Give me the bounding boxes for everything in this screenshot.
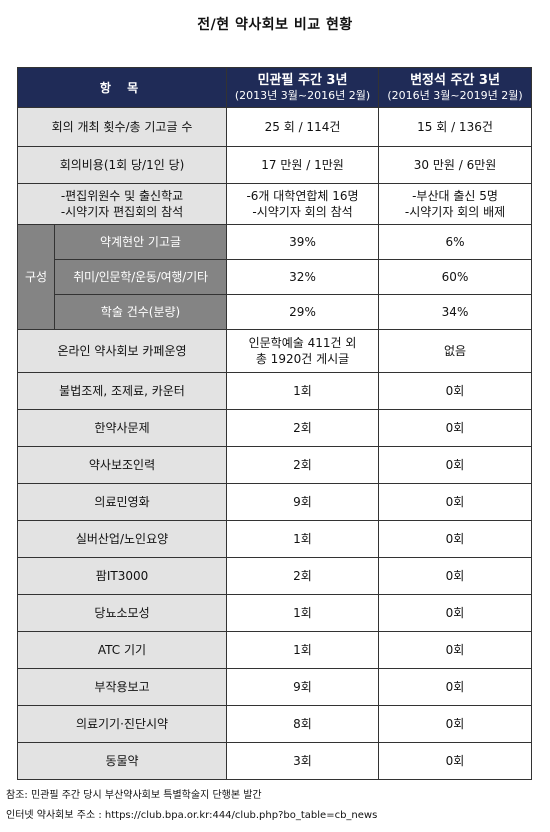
table-row: 실버산업/노인요양 1회 0회	[16, 520, 533, 558]
cell-col2: 0회	[378, 705, 533, 743]
table-row: 온라인 약사회보 카페운영 인문학예술 411건 외 총 1920건 게시글 없…	[16, 329, 533, 373]
row-label: 실버산업/노인요양	[16, 520, 228, 558]
cell-col1: 9회	[226, 483, 380, 521]
table-header-row: 항 목 민관필 주간 3년 (2013년 3월~2016년 2월) 변정석 주간…	[16, 67, 533, 108]
row-label: 당뇨소모성	[16, 594, 228, 632]
comparison-table: 항 목 민관필 주간 3년 (2013년 3월~2016년 2월) 변정석 주간…	[16, 67, 533, 780]
cell-col1: 2회	[226, 446, 380, 484]
cell-col2: 15 회 / 136건	[378, 107, 533, 147]
row-label: 온라인 약사회보 카페운영	[16, 329, 228, 373]
row-label: ATC 기기	[16, 631, 228, 669]
cell-col2: 0회	[378, 409, 533, 447]
cell-col2: 6%	[378, 224, 533, 260]
row-label-line: -시약기자 편집회의 참석	[60, 205, 184, 219]
cell-line: -6개 대학연합체 16명	[246, 189, 359, 203]
row-label: -편집위원수 및 출신학교 -시약기자 편집회의 참석	[16, 183, 228, 225]
table-row: -편집위원수 및 출신학교 -시약기자 편집회의 참석 -6개 대학연합체 16…	[16, 183, 533, 225]
table-row: 학술 건수(분량) 29% 34%	[18, 294, 533, 330]
row-label-line: -편집위원수 및 출신학교	[60, 189, 184, 203]
cell-col1: 1회	[226, 631, 380, 669]
table-row: 부작용보고 9회 0회	[16, 668, 533, 706]
table-row: 구성 약계현안 기고글 39% 6%	[17, 224, 533, 330]
cell-col2: 0회	[378, 483, 533, 521]
cell-col2: 34%	[378, 294, 533, 330]
row-label: 불법조제, 조제료, 카운터	[16, 372, 228, 410]
table-row: 의료민영화 9회 0회	[16, 483, 533, 521]
table-row: 팜IT3000 2회 0회	[16, 557, 533, 595]
table-row: 당뇨소모성 1회 0회	[16, 594, 533, 632]
row-label: 약계현안 기고글	[53, 224, 228, 260]
cell-col1: 9회	[226, 668, 380, 706]
row-label: 회의 개최 횟수/총 기고글 수	[16, 107, 228, 147]
header-col1-period: (2013년 3월~2016년 2월)	[234, 88, 371, 102]
cell-col1: 25 회 / 114건	[226, 107, 380, 147]
row-label: 의료민영화	[16, 483, 228, 521]
header-item: 항 목	[16, 67, 228, 108]
cell-col1: 1회	[226, 594, 380, 632]
cell-col2: 0회	[378, 594, 533, 632]
row-label: 의료기기·진단시약	[16, 705, 228, 743]
table-row: 회의 개최 횟수/총 기고글 수 25 회 / 114건 15 회 / 136건	[16, 107, 533, 147]
cell-col1: -6개 대학연합체 16명 -시약기자 회의 참석	[226, 183, 380, 225]
cell-line: 인문학예술 411건 외	[248, 336, 357, 350]
row-label: 학술 건수(분량)	[53, 294, 228, 330]
table-row: 약사보조인력 2회 0회	[16, 446, 533, 484]
table-row: ATC 기기 1회 0회	[16, 631, 533, 669]
cell-col2: 60%	[378, 259, 533, 295]
table-row: 취미/인문학/운동/여행/기타 32% 60%	[18, 259, 533, 295]
cell-col1: 29%	[226, 294, 380, 330]
row-label: 취미/인문학/운동/여행/기타	[53, 259, 228, 295]
cell-col1: 1회	[226, 520, 380, 558]
row-label: 동물약	[16, 742, 228, 780]
cell-col1: 1회	[226, 372, 380, 410]
cell-col1: 32%	[226, 259, 380, 295]
cell-col1: 인문학예술 411건 외 총 1920건 게시글	[226, 329, 380, 373]
cell-col2: 0회	[378, 668, 533, 706]
table-row: 불법조제, 조제료, 카운터 1회 0회	[16, 372, 533, 410]
table-row: 의료기기·진단시약 8회 0회	[16, 705, 533, 743]
composition-group-label: 구성	[17, 224, 55, 330]
cell-col1: 2회	[226, 409, 380, 447]
header-col1: 민관필 주간 3년 (2013년 3월~2016년 2월)	[226, 67, 380, 108]
cell-line: -시약기자 회의 배제	[404, 205, 506, 219]
cell-col2: 없음	[378, 329, 533, 373]
cell-col2: 0회	[378, 557, 533, 595]
footnote-url: 인터넷 약사회보 주소 : https://club.bpa.or.kr:444…	[6, 810, 378, 821]
cell-col1: 2회	[226, 557, 380, 595]
table-row: 동물약 3회 0회	[16, 742, 533, 780]
header-col2: 변정석 주간 3년 (2016년 3월~2019년 2월)	[378, 67, 533, 108]
cell-line: -시약기자 회의 참석	[252, 205, 353, 219]
cell-col2: -부산대 출신 5명 -시약기자 회의 배제	[378, 183, 533, 225]
cell-col2: 30 만원 / 6만원	[378, 146, 533, 184]
cell-col1: 3회	[226, 742, 380, 780]
cell-col1: 39%	[226, 224, 380, 260]
row-label: 약사보조인력	[16, 446, 228, 484]
cell-col2: 0회	[378, 372, 533, 410]
cell-line: 총 1920건 게시글	[255, 352, 350, 366]
cell-col2: 0회	[378, 742, 533, 780]
row-label: 팜IT3000	[16, 557, 228, 595]
header-col1-title: 민관필 주간 3년	[257, 72, 348, 88]
cell-line: -부산대 출신 5명	[412, 189, 498, 203]
cell-col2: 0회	[378, 631, 533, 669]
row-label: 한약사문제	[16, 409, 228, 447]
footnote-reference: 참조: 민관필 주간 당시 부산약사회보 특별학술지 단행본 발간	[6, 790, 262, 801]
cell-col1: 17 만원 / 1만원	[226, 146, 380, 184]
cell-col1: 8회	[226, 705, 380, 743]
header-col2-title: 변정석 주간 3년	[410, 72, 500, 88]
page-title: 전/현 약사회보 비교 현황	[197, 17, 353, 33]
table-row: 한약사문제 2회 0회	[16, 409, 533, 447]
table-row: 회의비용(1회 당/1인 당) 17 만원 / 1만원 30 만원 / 6만원	[16, 146, 533, 184]
row-label: 회의비용(1회 당/1인 당)	[16, 146, 228, 184]
header-col2-period: (2016년 3월~2019년 2월)	[387, 88, 523, 102]
cell-col2: 0회	[378, 446, 533, 484]
cell-col2: 0회	[378, 520, 533, 558]
row-label: 부작용보고	[16, 668, 228, 706]
